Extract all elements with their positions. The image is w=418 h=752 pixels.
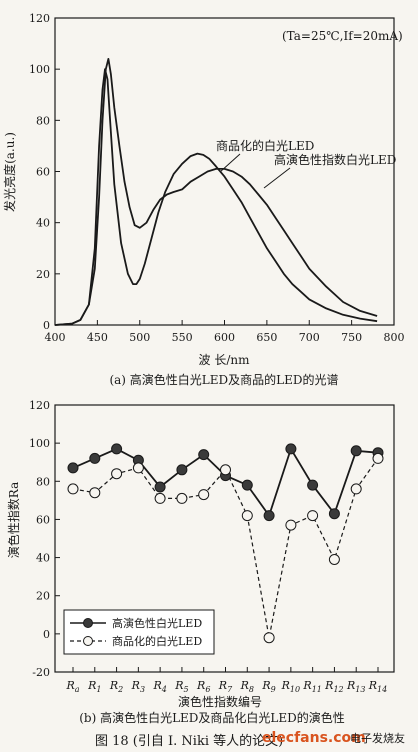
spectrum-x-tick-label: 550 [172, 331, 193, 344]
cri-x-tick-label: Ra [65, 679, 79, 694]
cri-x-tick-label: R2 [109, 679, 123, 694]
watermark-cn: 电子发烧友 [350, 731, 405, 745]
cri-x-tick-label: R12 [324, 679, 343, 694]
spectrum-y-tick-label: 40 [36, 217, 50, 230]
series-commercial-point [111, 468, 123, 480]
series-high-cri-led [54, 58, 378, 326]
spectrum-x-tick-label: 700 [299, 331, 320, 344]
series-commercial-led [54, 68, 378, 326]
series-high-cri-point [241, 479, 253, 491]
series-high-cri-point [111, 443, 123, 455]
cri-legend: 高演色性白光LED 商品化的白光LED [63, 609, 215, 655]
series-commercial-point [132, 462, 144, 474]
series-high-cri-point [67, 462, 79, 474]
spectrum-x-tick-label: 500 [129, 331, 150, 344]
cri-x-tick-label: R1 [87, 679, 101, 694]
series-commercial-point [328, 554, 340, 565]
spectrum-y-tick-label: 60 [36, 166, 50, 179]
cri-y-tick-label: 0 [43, 628, 50, 641]
series-high-cri-point [89, 452, 101, 464]
cri-y-axis-label: 演色性指数Ra [6, 482, 21, 558]
cri-x-tick-label: R6 [196, 679, 210, 694]
annotation-commercial-led: 商品化的白光LED [216, 138, 314, 153]
cri-x-tick-label: R9 [261, 679, 275, 694]
cri-x-tick-label: R5 [174, 679, 188, 694]
spectrum-plot-frame [54, 17, 395, 326]
cri-x-tick-label: R4 [152, 679, 166, 694]
spectrum-caption: (a) 高演色性白光LED及商品的LED的光谱 [109, 372, 338, 387]
series-high-cri-point [307, 479, 319, 491]
legend-label-commercial: 商品化的白光LED [112, 634, 202, 648]
series-commercial-point [154, 492, 166, 504]
series-commercial-point [89, 487, 101, 499]
series-commercial-point [176, 492, 188, 504]
figure-caption: 图 18 (引自 I. Niki 等人的论文) [95, 733, 283, 749]
series-high-cri-point [263, 510, 275, 522]
series-commercial-line [72, 458, 379, 638]
series-commercial-point [67, 483, 79, 495]
series-commercial-point [263, 632, 275, 644]
cri-y-tick-label: 100 [29, 437, 50, 450]
cri-x-tick-label: R11 [302, 679, 321, 694]
cri-y-tick-label: 120 [29, 399, 50, 412]
series-high-cri-point [350, 445, 362, 457]
cri-chart: -20 0 20 40 60 80 100 120 Ra R1 R2 R3 R4 R5 R6 R7 R8 R9 R… [6, 399, 395, 725]
legend-swatch-commercial-marker [83, 636, 93, 646]
annotation-commercial-pointer [219, 153, 241, 173]
series-commercial-point [350, 483, 362, 495]
cri-y-tick-label: -20 [32, 666, 50, 679]
cri-y-tick-label: 20 [36, 590, 50, 603]
cri-x-tick-label: R7 [218, 679, 233, 694]
spectrum-x-tick-label: 750 [341, 331, 362, 344]
spectrum-y-tick-label: 100 [29, 63, 50, 76]
series-high-cri-point [198, 449, 210, 461]
spectrum-x-tick-label: 400 [45, 331, 66, 344]
spectrum-x-tick-label: 800 [384, 331, 405, 344]
cri-y-tick-label: 60 [36, 513, 50, 526]
series-high-cri-point [328, 508, 340, 520]
cri-plot-frame [54, 404, 395, 673]
cri-x-tick-label: R3 [131, 679, 145, 694]
spectrum-y-tick-label: 80 [36, 114, 50, 127]
cri-y-tick-label: 40 [36, 552, 50, 565]
cri-x-tick-label: R10 [281, 679, 300, 694]
spectrum-x-tick-label: 650 [256, 331, 277, 344]
series-commercial-point [307, 510, 319, 522]
series-commercial-point [198, 489, 210, 501]
series-high-cri-line [72, 446, 379, 518]
cri-caption: (b) 高演色性白光LED及商品化白光LED的演色性 [79, 710, 345, 725]
spectrum-y-tick-label: 0 [43, 319, 50, 332]
spectrum-x-axis-label: 波 长/nm [199, 353, 251, 367]
series-commercial-point [220, 464, 231, 476]
annotation-high-cri-led: 高演色性指数白光LED [274, 152, 396, 167]
cri-x-tick-label: R8 [240, 679, 254, 694]
series-high-cri-point [154, 481, 166, 493]
spectrum-y-tick-label: 120 [29, 12, 50, 25]
spectrum-chart: 0 20 40 60 80 100 120 400 450 500 550 600 650 700 750… [2, 12, 405, 387]
series-commercial-point [241, 510, 253, 522]
watermark: elecfans.com 电子发烧友 [262, 730, 405, 746]
series-commercial-point [285, 519, 297, 531]
legend-box [63, 609, 215, 655]
series-high-cri-point [176, 464, 188, 476]
annotation-high-cri-pointer [263, 167, 291, 189]
spectrum-y-tick-label: 20 [36, 268, 50, 281]
series-high-cri-point [285, 443, 297, 455]
cri-x-tick-label: R13 [346, 679, 365, 694]
cri-x-axis-label: 演色性指数编号 [178, 694, 262, 709]
legend-label-high-cri: 高演色性白光LED [112, 616, 202, 630]
cri-x-tick-label: R14 [368, 679, 387, 694]
series-commercial-point [372, 452, 384, 464]
spectrum-conditions: (Ta=25℃,If=20mA) [282, 29, 403, 43]
cri-y-tick-label: 80 [36, 475, 50, 488]
spectrum-x-tick-label: 600 [214, 331, 235, 344]
spectrum-x-tick-label: 450 [87, 331, 108, 344]
legend-swatch-high-cri-marker [83, 618, 93, 628]
spectrum-y-axis-label: 发光亮度(a.u.) [2, 132, 17, 212]
watermark-logo: elecfans.com [262, 730, 366, 746]
